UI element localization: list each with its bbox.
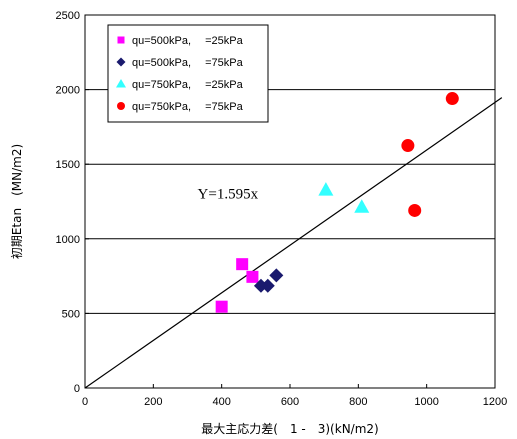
legend-box <box>107 24 269 123</box>
x-tick-label: 600 <box>281 396 299 408</box>
legend-marker-diamond <box>116 57 126 67</box>
y-tick-label: 0 <box>74 383 80 395</box>
y-axis-label: 初期Etan (MN/m2) <box>10 144 24 259</box>
x-tick-label: 0 <box>82 396 88 408</box>
data-point-triangle <box>318 182 334 196</box>
x-tick-label: 1000 <box>414 396 438 408</box>
data-point-circle <box>401 139 415 153</box>
x-axis-label: 最大主応力差( 1 - 3)(kN/m2) <box>201 422 378 436</box>
data-point-square <box>236 258 249 271</box>
fit-line <box>84 97 503 389</box>
fit-line-group <box>84 97 503 389</box>
grid-lines <box>85 89 495 314</box>
legend-marker-triangle <box>116 79 126 88</box>
y-tick-label: 1500 <box>56 159 80 171</box>
legend: qu=500kPa, =25kPa qu=500kPa, =75kPa qu=750… <box>107 24 269 123</box>
legend-label: qu=750kPa, =75kPa <box>132 101 244 113</box>
data-point-circle <box>408 203 422 217</box>
legend-label: qu=500kPa, =75kPa <box>132 57 244 69</box>
x-tick-label: 800 <box>349 396 367 408</box>
legend-marker-circle <box>117 102 125 110</box>
fit-equation-label: Y=1.595x <box>198 187 259 203</box>
data-point-diamond <box>269 268 284 283</box>
y-axis-ticks: 0 500 1000 1500 2000 2500 <box>56 10 89 395</box>
data-point-circle <box>445 92 459 106</box>
data-points <box>215 92 459 313</box>
x-tick-label: 400 <box>212 396 230 408</box>
x-tick-label: 200 <box>144 396 162 408</box>
legend-label: qu=750kPa, =25kPa <box>132 79 244 91</box>
legend-label: qu=500kPa, =25kPa <box>132 35 244 47</box>
y-tick-label: 500 <box>62 308 80 320</box>
x-axis-ticks: 0 200 400 600 800 1000 1200 <box>82 384 507 408</box>
data-point-square <box>246 270 259 283</box>
data-point-diamond <box>260 278 275 293</box>
legend-marker-square <box>117 36 125 44</box>
y-tick-label: 2500 <box>56 10 80 22</box>
y-tick-label: 2000 <box>56 85 80 97</box>
y-tick-label: 1000 <box>56 234 80 246</box>
data-point-triangle <box>354 199 370 213</box>
x-tick-label: 1200 <box>483 396 507 408</box>
data-point-square <box>215 300 228 313</box>
